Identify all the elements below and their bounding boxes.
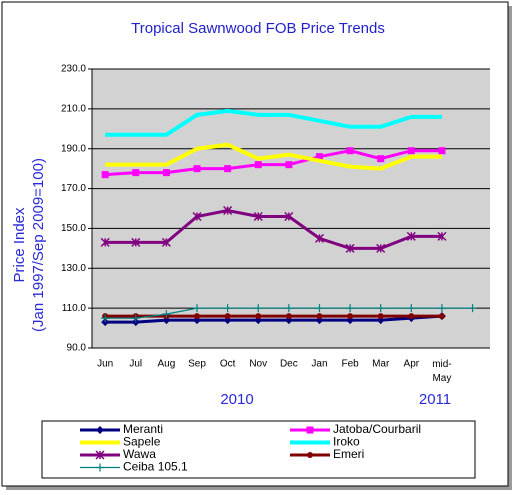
legend: [41, 420, 476, 479]
legend-marker: [307, 452, 313, 458]
y-tick-label: 150.0: [61, 223, 86, 234]
y-tick-label: 210.0: [61, 103, 86, 114]
marker: [192, 211, 202, 222]
marker: [194, 313, 201, 320]
plot-area: [92, 69, 490, 348]
marker: [438, 313, 445, 320]
marker: [285, 313, 292, 320]
year-label: 2010: [220, 391, 253, 408]
series-line: [105, 314, 443, 324]
series-line: [105, 208, 442, 250]
marker: [132, 169, 140, 177]
marker: [315, 153, 323, 161]
legend-label: Jatoba/Courbaril: [333, 422, 421, 436]
marker: [223, 304, 232, 313]
marker: [193, 165, 201, 173]
y-tick-label: 170.0: [61, 183, 86, 194]
marker: [437, 231, 447, 241]
x-tick-label: Jul: [129, 359, 142, 370]
series-line: [105, 108, 442, 137]
marker: [438, 147, 446, 155]
series-line: [105, 142, 442, 171]
series: [101, 304, 477, 323]
legend-label: Ceiba 105.1: [123, 460, 188, 474]
y-tick-label: 130.0: [61, 263, 86, 274]
marker: [316, 313, 323, 320]
marker: [224, 165, 232, 173]
marker: [162, 310, 171, 319]
legend-label: Meranti: [123, 422, 163, 436]
marker: [376, 243, 386, 253]
x-tick-label: Sep: [188, 359, 206, 370]
marker: [345, 243, 355, 253]
legend-label: Sapele: [123, 435, 161, 449]
legend-marker: [95, 450, 105, 460]
marker: [284, 211, 294, 222]
x-tick-label: Dec: [280, 359, 298, 370]
marker: [376, 304, 385, 313]
marker: [377, 313, 384, 320]
legend-marker: [96, 463, 104, 472]
y-label-line: Price Index: [11, 207, 28, 283]
marker: [131, 237, 141, 247]
marker: [101, 171, 109, 179]
legend-label: Emeri: [333, 447, 364, 461]
marker: [377, 155, 385, 163]
y-label: Price Index (Jan 1997/Sep 2009=100): [11, 158, 47, 332]
y-tick-label: 230.0: [61, 64, 86, 75]
y-tick-label: 190.0: [61, 143, 86, 154]
marker: [161, 237, 171, 247]
marker: [284, 304, 293, 313]
marker: [406, 231, 416, 241]
x-tick-label: Oct: [220, 359, 236, 370]
marker: [254, 161, 262, 169]
legend-marker: [306, 426, 314, 434]
marker: [101, 314, 110, 323]
x-tick-label: Mar: [372, 359, 390, 370]
series: [101, 147, 446, 179]
marker: [437, 304, 446, 313]
x-tick-label: Apr: [404, 359, 420, 370]
marker: [162, 169, 170, 177]
x-tick-label: Jun: [97, 359, 113, 370]
legend-marker: [96, 426, 104, 434]
legend-label: Wawa: [123, 447, 156, 461]
series-line: [105, 149, 442, 177]
marker: [224, 313, 231, 320]
marker: [131, 314, 140, 323]
y-tick-label: 90.0: [67, 343, 87, 354]
x-tick-label: Aug: [157, 359, 175, 370]
marker: [407, 304, 416, 313]
y-tick-label: 110.0: [62, 303, 87, 314]
marker: [346, 304, 355, 313]
marker: [408, 313, 415, 320]
marker: [347, 313, 354, 320]
year-label: 2011: [419, 391, 451, 408]
marker: [253, 211, 263, 222]
chart-title: Tropical Sawnwood FOB Price Trends: [131, 20, 385, 37]
marker: [100, 237, 110, 247]
x-tick-label: Feb: [341, 359, 359, 370]
marker: [468, 304, 477, 313]
marker: [407, 147, 415, 155]
series: [105, 142, 442, 171]
series: [105, 108, 442, 137]
x-tick-label: mid-May: [432, 359, 451, 384]
marker: [254, 304, 263, 313]
series: [100, 205, 447, 253]
marker: [193, 304, 202, 313]
y-label-line: (Jan 1997/Sep 2009=100): [30, 158, 47, 332]
marker: [346, 147, 354, 155]
marker: [314, 233, 325, 243]
x-tick-label: Nov: [249, 359, 267, 370]
x-tick-label: Jan: [311, 359, 327, 370]
marker: [315, 304, 324, 313]
marker: [255, 313, 262, 320]
marker: [223, 205, 233, 216]
marker: [285, 161, 293, 169]
legend-label: Iroko: [333, 435, 360, 449]
